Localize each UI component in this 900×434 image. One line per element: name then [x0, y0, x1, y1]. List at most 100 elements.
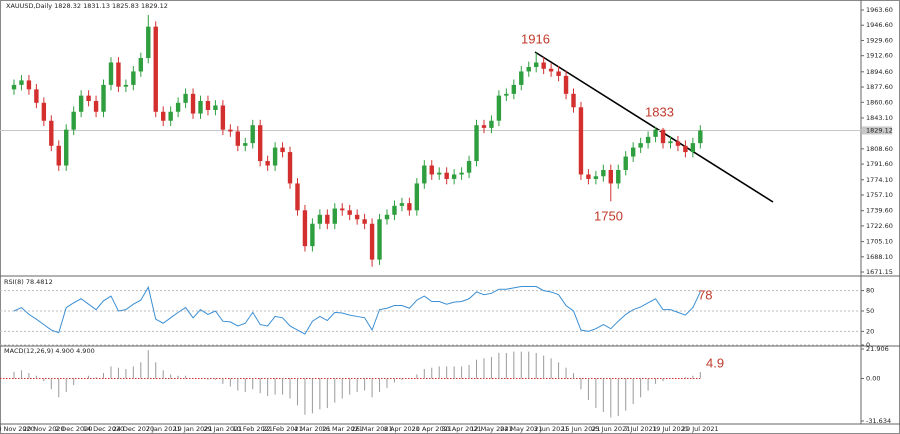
- x-tick-label: 26 Mar 2021: [351, 425, 392, 433]
- x-tick-label: 19 Jan 2021: [174, 425, 213, 433]
- candle-body: [638, 143, 643, 148]
- y-tick-label: 1688.10: [866, 253, 893, 261]
- candle-body: [384, 214, 390, 220]
- candle-body: [272, 147, 278, 166]
- y-tick-label: 1894.60: [866, 68, 893, 76]
- x-tick-label: 14 Dec 2020: [83, 425, 125, 433]
- x-tick-label: 4 Mar 2021: [294, 425, 331, 433]
- x-tick-label: 15 Jun 2021: [561, 425, 600, 433]
- candle-body: [41, 102, 47, 121]
- candle-body: [496, 95, 502, 121]
- y-tick-label: -31.634: [866, 417, 891, 425]
- candle-body: [623, 156, 628, 170]
- x-tick-label: 29 Jul 2021: [682, 425, 719, 433]
- candle-body: [429, 165, 434, 175]
- y-tick-label: 1963.60: [866, 6, 893, 14]
- y-tick-label: 1671.15: [866, 268, 893, 276]
- annotation: 4.9: [706, 355, 724, 370]
- x-tick-label: 22 Feb 2021: [262, 425, 302, 433]
- candle-body: [519, 71, 524, 85]
- candle-body: [690, 143, 696, 153]
- candle-body: [563, 75, 569, 94]
- candle-body: [616, 169, 621, 184]
- y-tick-label: 0.00: [866, 374, 880, 382]
- candle-body: [310, 223, 315, 247]
- candle-body: [675, 141, 681, 146]
- candle-body: [459, 172, 464, 175]
- candle-body: [228, 129, 233, 132]
- candle-body: [19, 80, 24, 85]
- y-tick-label: 1877.60: [866, 83, 893, 91]
- y-tick-label: 0: [866, 341, 870, 349]
- x-tick-label: 7 Jul 2021: [624, 425, 657, 433]
- annotation: 1750: [594, 208, 623, 223]
- y-tick-label: 1722.60: [866, 222, 893, 230]
- candle-body: [302, 210, 308, 247]
- candle-body: [407, 203, 412, 211]
- x-tick-label: 10 Nov 2020: [0, 425, 35, 433]
- macd-title: MACD(12,26,9) 4.900 4.900: [4, 347, 95, 355]
- y-tick-label: 1739.60: [866, 207, 893, 215]
- candle-body: [548, 68, 554, 72]
- x-tick-label: 25 Jun 2021: [591, 425, 630, 433]
- x-tick-label: 24 Dec 2020: [113, 425, 155, 433]
- candle-body: [601, 169, 606, 177]
- candle-body: [369, 223, 375, 260]
- candle-body: [287, 152, 293, 184]
- y-tick-label: 80: [866, 287, 874, 295]
- y-tick-label: 1912.60: [866, 52, 893, 60]
- candle-body: [325, 214, 330, 224]
- candle-body: [146, 26, 151, 59]
- candle-body: [474, 125, 479, 162]
- x-tick-label: 12 May 2021: [470, 425, 512, 433]
- candle-body: [317, 214, 323, 224]
- candle-body: [660, 129, 666, 144]
- candle-body: [101, 84, 106, 112]
- candle-body: [123, 84, 129, 87]
- y-tick-label: 1946.60: [866, 21, 893, 29]
- candle-body: [161, 111, 166, 121]
- candle-body: [183, 93, 188, 103]
- candle-body: [414, 183, 420, 211]
- candle-body: [220, 105, 226, 130]
- candle-body: [198, 101, 203, 114]
- x-tick-label: 10 Feb 2021: [232, 425, 272, 433]
- x-tick-label: 24 May 2021: [500, 425, 542, 433]
- candle-body: [362, 219, 367, 224]
- x-tick-label: 16 Mar 2021: [322, 425, 363, 433]
- annotation: 1916: [521, 31, 550, 46]
- candle-body: [205, 101, 211, 110]
- candle-body: [668, 141, 673, 144]
- candle-body: [698, 130, 703, 144]
- annotation: 78: [698, 287, 712, 302]
- candle-body: [250, 125, 255, 144]
- candle-body: [265, 161, 270, 166]
- candle-body: [235, 131, 240, 146]
- current-price-label: 1829.12: [866, 126, 893, 134]
- candle-body: [64, 129, 69, 166]
- candle-body: [116, 62, 121, 87]
- y-tick-label: 1808.60: [866, 145, 893, 153]
- candle-body: [653, 129, 658, 137]
- candle-body: [645, 136, 651, 144]
- annotation: 1833: [645, 104, 674, 119]
- candle-body: [86, 95, 91, 102]
- y-tick-label: 1860.60: [866, 98, 893, 106]
- trend-line: [534, 51, 774, 203]
- candle-body: [190, 93, 196, 114]
- candle-body: [399, 203, 405, 206]
- x-tick-label: 8 Apr 2021: [384, 425, 420, 433]
- candle-body: [526, 66, 531, 72]
- current-price-box: [862, 126, 892, 135]
- candle-body: [608, 169, 613, 184]
- candle-body: [11, 84, 17, 90]
- candle-body: [153, 26, 158, 112]
- candle-body: [504, 93, 509, 96]
- candle-body: [511, 84, 517, 94]
- x-tick-label: 20 Apr 2021: [412, 425, 452, 433]
- candle-body: [354, 214, 360, 220]
- y-tick-label: 50: [866, 307, 874, 315]
- candle-body: [56, 145, 61, 166]
